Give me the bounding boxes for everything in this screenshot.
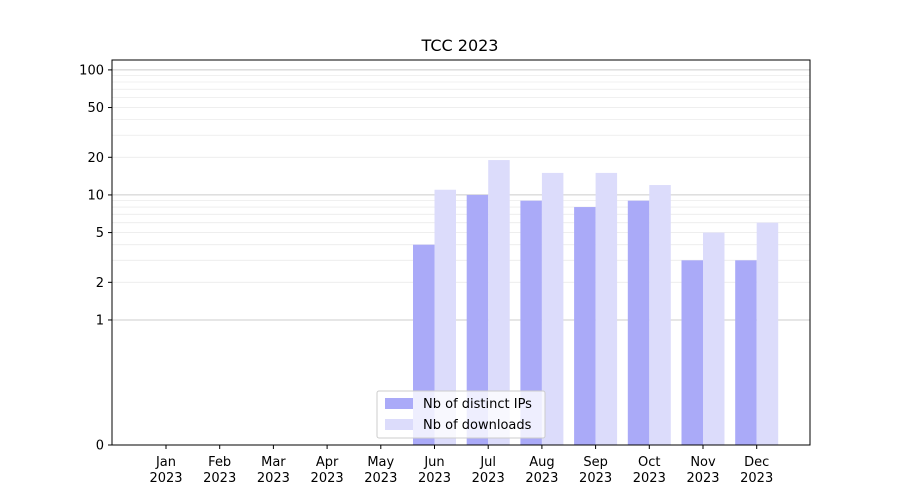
bar-downloads xyxy=(541,172,564,445)
bar-distinct-ips xyxy=(520,200,542,445)
legend-swatch-downloads xyxy=(385,419,413,430)
x-tick-sublabel: 2023 xyxy=(472,471,505,486)
bar-downloads xyxy=(649,185,671,445)
legend-label-downloads: Nb of downloads xyxy=(423,418,532,433)
x-tick-label: Oct xyxy=(638,455,660,470)
x-tick-sublabel: 2023 xyxy=(740,471,773,486)
bar-distinct-ips xyxy=(574,207,596,445)
legend: Nb of distinct IPs Nb of downloads xyxy=(376,390,546,439)
x-tick-sublabel: 2023 xyxy=(418,471,451,486)
x-tick-label: Sep xyxy=(583,455,608,470)
x-tick-label: Jan xyxy=(155,455,176,470)
x-axis: Jan2023Feb2023Mar2023Apr2023May2023Jun20… xyxy=(149,445,773,486)
y-tick-label: 10 xyxy=(87,188,104,203)
x-tick-label: Feb xyxy=(208,455,231,470)
y-tick-label: 5 xyxy=(96,226,104,241)
x-tick-label: Jul xyxy=(479,455,496,470)
bar-distinct-ips xyxy=(681,260,703,445)
x-tick-sublabel: 2023 xyxy=(525,471,558,486)
legend-swatch-distinct-ips xyxy=(385,398,413,409)
y-tick-label: 50 xyxy=(87,101,104,116)
x-tick-label: Apr xyxy=(316,455,339,470)
bar-distinct-ips xyxy=(627,200,650,445)
x-tick-label: Dec xyxy=(744,455,769,470)
x-tick-sublabel: 2023 xyxy=(149,471,182,486)
legend-label-distinct-ips: Nb of distinct IPs xyxy=(423,397,532,412)
y-axis: 0 1 2 5 10 20 50 100 xyxy=(79,63,112,454)
bar-downloads xyxy=(488,160,510,445)
x-tick-sublabel: 2023 xyxy=(203,471,236,486)
x-tick-label: Mar xyxy=(261,455,286,470)
bar-downloads xyxy=(595,172,618,445)
bars xyxy=(413,160,779,445)
x-tick-sublabel: 2023 xyxy=(364,471,397,486)
bar-downloads xyxy=(703,232,725,445)
legend-box xyxy=(376,390,546,439)
x-tick-sublabel: 2023 xyxy=(579,471,612,486)
x-tick-label: Jun xyxy=(423,455,444,470)
x-tick-sublabel: 2023 xyxy=(257,471,290,486)
y-tick-label: 2 xyxy=(96,276,104,291)
x-tick-label: Nov xyxy=(690,455,716,470)
x-tick-sublabel: 2023 xyxy=(686,471,719,486)
y-tick-label: 1 xyxy=(96,313,104,328)
x-tick-label: Aug xyxy=(529,455,554,470)
x-tick-label: May xyxy=(367,455,394,470)
y-tick-label: 0 xyxy=(96,439,104,454)
chart-title: TCC 2023 xyxy=(421,36,499,55)
x-tick-sublabel: 2023 xyxy=(311,471,344,486)
bar-downloads xyxy=(434,189,456,445)
y-tick-label: 20 xyxy=(87,151,104,166)
plot-frame xyxy=(111,59,811,446)
bar-downloads xyxy=(756,222,779,445)
y-tick-label: 100 xyxy=(79,63,104,78)
bar-distinct-ips xyxy=(735,260,757,445)
bar-distinct-ips xyxy=(466,194,489,445)
x-tick-sublabel: 2023 xyxy=(633,471,666,486)
